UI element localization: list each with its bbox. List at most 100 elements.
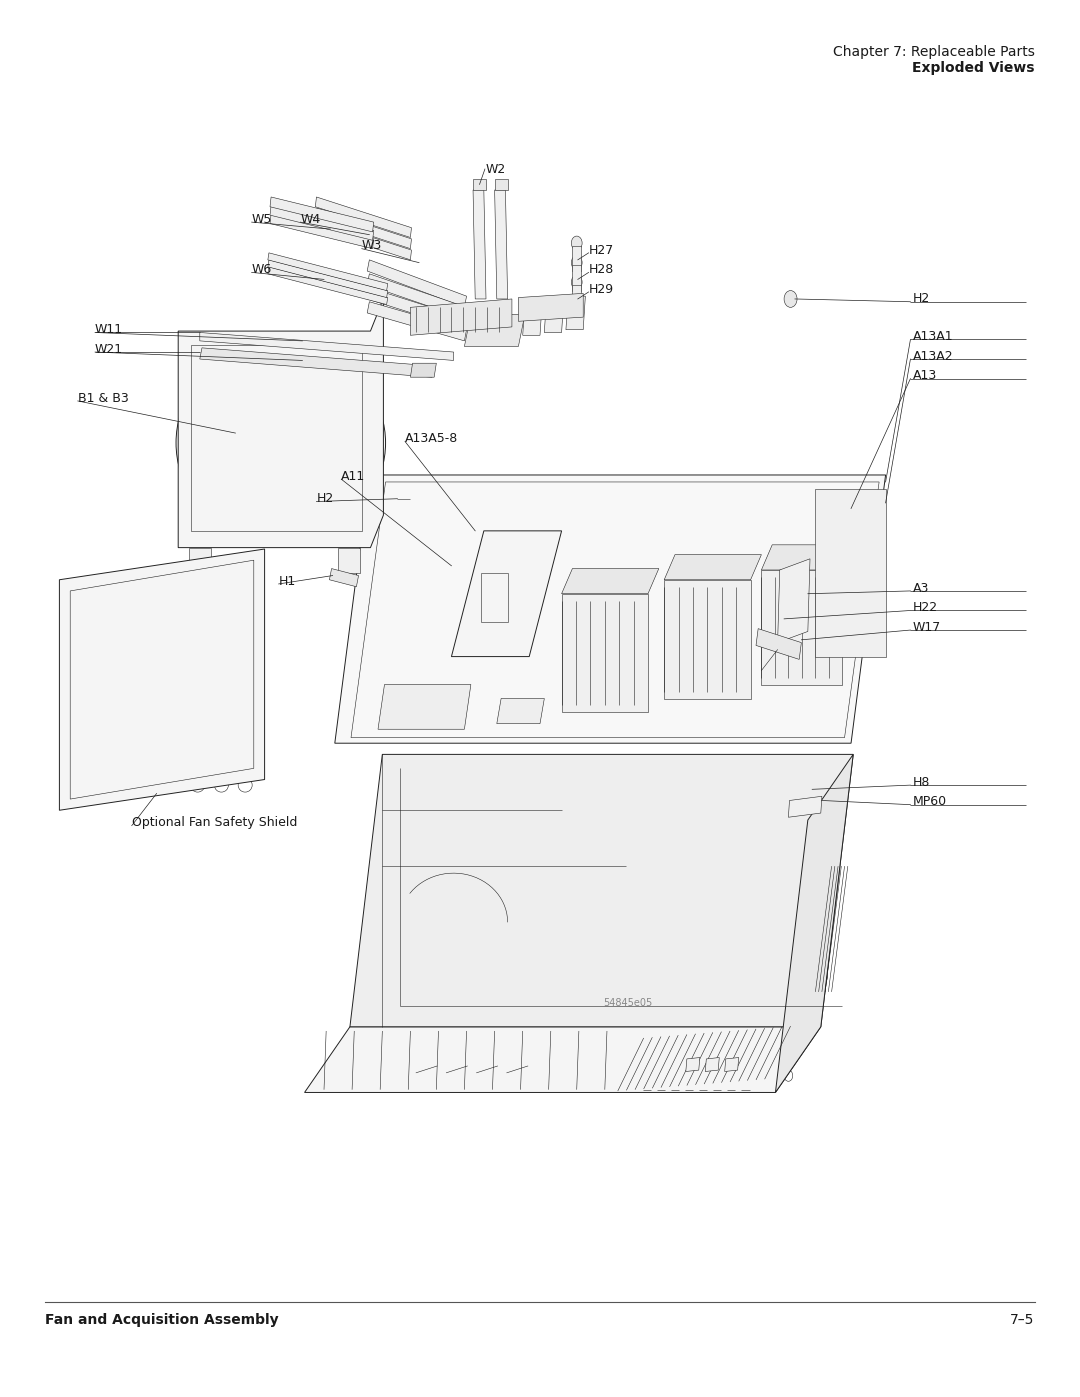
Text: H22: H22 (913, 601, 937, 615)
Ellipse shape (190, 778, 205, 792)
Text: W3: W3 (362, 239, 382, 253)
Polygon shape (775, 754, 853, 1092)
Circle shape (318, 427, 341, 458)
Polygon shape (178, 299, 383, 548)
Ellipse shape (149, 717, 164, 731)
Circle shape (835, 594, 846, 608)
Ellipse shape (160, 624, 174, 638)
Polygon shape (315, 219, 411, 260)
Circle shape (772, 615, 783, 629)
Circle shape (784, 1070, 793, 1081)
Circle shape (697, 1052, 718, 1080)
Ellipse shape (197, 717, 212, 731)
Circle shape (835, 502, 846, 515)
Polygon shape (367, 274, 467, 319)
Ellipse shape (157, 655, 171, 669)
Ellipse shape (79, 717, 93, 731)
Text: B1 & B3: B1 & B3 (78, 391, 129, 405)
Polygon shape (305, 1027, 821, 1092)
Text: H8: H8 (913, 775, 930, 789)
Polygon shape (270, 197, 374, 232)
Ellipse shape (221, 717, 235, 731)
Polygon shape (664, 580, 751, 698)
Circle shape (795, 1028, 804, 1039)
Circle shape (738, 1052, 759, 1080)
Polygon shape (562, 594, 648, 712)
Ellipse shape (194, 747, 207, 761)
Circle shape (835, 563, 846, 577)
Polygon shape (756, 629, 801, 659)
Ellipse shape (108, 655, 123, 669)
Polygon shape (686, 1058, 700, 1071)
Text: 54845e05: 54845e05 (603, 997, 652, 1009)
Circle shape (407, 492, 418, 506)
Text: Exploded Views: Exploded Views (913, 61, 1035, 75)
Circle shape (176, 366, 295, 520)
Ellipse shape (153, 686, 167, 700)
Ellipse shape (123, 747, 136, 761)
Text: A3: A3 (913, 581, 929, 595)
Text: Fan and Acquisition Assembly: Fan and Acquisition Assembly (45, 1313, 279, 1327)
Ellipse shape (225, 686, 239, 700)
Polygon shape (705, 1058, 719, 1071)
Polygon shape (338, 548, 360, 573)
Circle shape (833, 847, 841, 858)
Text: 7–5: 7–5 (1010, 1313, 1035, 1327)
Text: H28: H28 (589, 263, 613, 277)
Polygon shape (378, 685, 471, 729)
Polygon shape (725, 1058, 739, 1071)
Circle shape (835, 532, 846, 546)
Circle shape (571, 236, 582, 250)
Polygon shape (315, 208, 411, 249)
Ellipse shape (238, 778, 252, 792)
Polygon shape (451, 531, 562, 657)
Ellipse shape (106, 686, 119, 700)
Circle shape (571, 256, 582, 270)
Polygon shape (664, 555, 761, 580)
Circle shape (819, 972, 827, 983)
Polygon shape (473, 190, 486, 299)
Ellipse shape (138, 594, 153, 608)
Ellipse shape (136, 624, 149, 638)
Polygon shape (189, 548, 211, 573)
Circle shape (835, 624, 846, 638)
Circle shape (571, 275, 582, 289)
Text: A11: A11 (341, 469, 365, 483)
Polygon shape (329, 569, 359, 587)
Circle shape (222, 426, 248, 460)
Polygon shape (566, 296, 585, 330)
Ellipse shape (163, 594, 177, 608)
Text: A13A5-8: A13A5-8 (405, 432, 458, 446)
Ellipse shape (143, 778, 158, 792)
Ellipse shape (228, 655, 242, 669)
Polygon shape (562, 569, 659, 594)
Circle shape (273, 370, 386, 515)
Ellipse shape (95, 778, 110, 792)
Circle shape (788, 592, 797, 604)
Text: H27: H27 (589, 243, 613, 257)
Ellipse shape (99, 747, 113, 761)
Text: W2: W2 (486, 162, 507, 176)
Polygon shape (268, 260, 388, 298)
Text: MP60: MP60 (913, 795, 947, 809)
Polygon shape (518, 293, 583, 321)
Polygon shape (59, 549, 265, 810)
Ellipse shape (103, 717, 117, 731)
Text: H2: H2 (913, 292, 930, 306)
Text: H1: H1 (279, 574, 296, 588)
Circle shape (799, 782, 810, 796)
Ellipse shape (176, 686, 191, 700)
Text: H2: H2 (316, 492, 334, 506)
Ellipse shape (132, 655, 147, 669)
Polygon shape (315, 197, 411, 237)
Text: W4: W4 (300, 212, 321, 226)
Polygon shape (268, 267, 388, 305)
Polygon shape (778, 559, 810, 643)
Ellipse shape (166, 778, 180, 792)
Text: W6: W6 (252, 263, 272, 277)
Ellipse shape (170, 747, 184, 761)
Ellipse shape (112, 624, 125, 638)
Circle shape (192, 513, 203, 527)
Ellipse shape (201, 686, 215, 700)
Polygon shape (464, 314, 525, 346)
